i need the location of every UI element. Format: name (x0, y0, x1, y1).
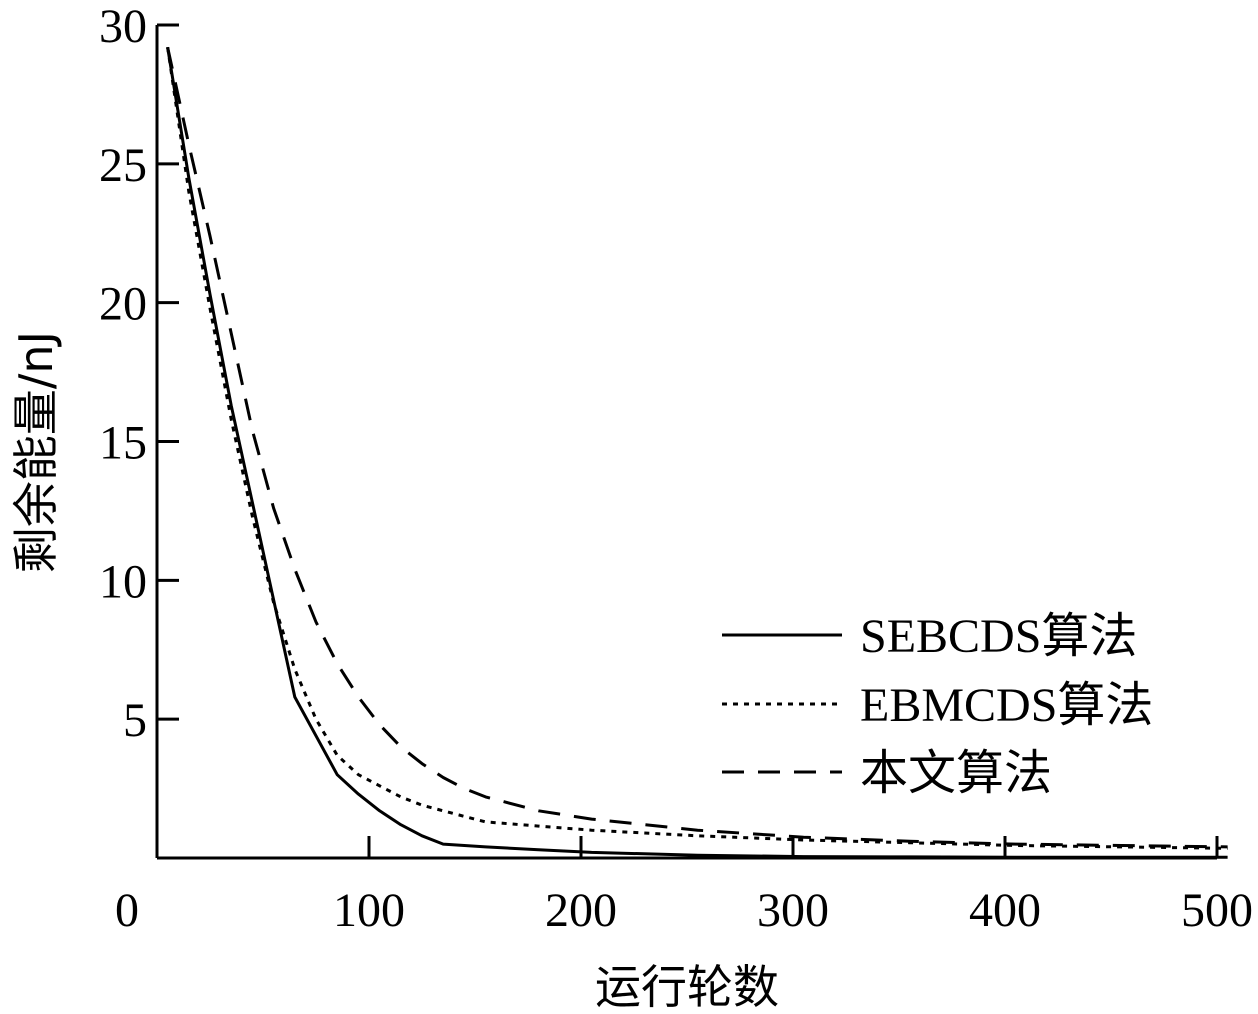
x-tick-label: 200 (545, 884, 617, 937)
y-axis-title: 剩余能量/nJ (9, 331, 63, 573)
y-ticks: 5 10 15 20 25 30 (99, 0, 179, 747)
x-ticks: 0 100 200 300 400 500 (115, 836, 1253, 937)
x-tick-label: 400 (969, 884, 1041, 937)
x-tick-label: 500 (1181, 884, 1253, 937)
y-tick-label: 20 (99, 278, 147, 331)
legend-label-ebmcds: EBMCDS算法 (860, 679, 1153, 732)
legend: SEBCDS算法 EBMCDS算法 本文算法 (722, 610, 1153, 800)
x-tick-label: 100 (333, 884, 405, 937)
x-axis-title: 运行轮数 (595, 960, 779, 1014)
x-tick-label: 0 (115, 884, 139, 937)
legend-label-sebcds: SEBCDS算法 (860, 610, 1137, 663)
series-line-sebcds (166, 46, 1228, 859)
x-tick-label: 300 (757, 884, 829, 937)
legend-label-proposed: 本文算法 (860, 747, 1052, 800)
series-line-proposed (166, 46, 1228, 849)
y-tick-label: 25 (99, 139, 147, 192)
series-layer (166, 46, 1228, 859)
series-line-ebmcds (166, 46, 1228, 850)
y-tick-label: 30 (99, 0, 147, 53)
y-tick-label: 15 (99, 417, 147, 470)
y-tick-label: 5 (123, 694, 147, 747)
y-tick-label: 10 (99, 555, 147, 608)
